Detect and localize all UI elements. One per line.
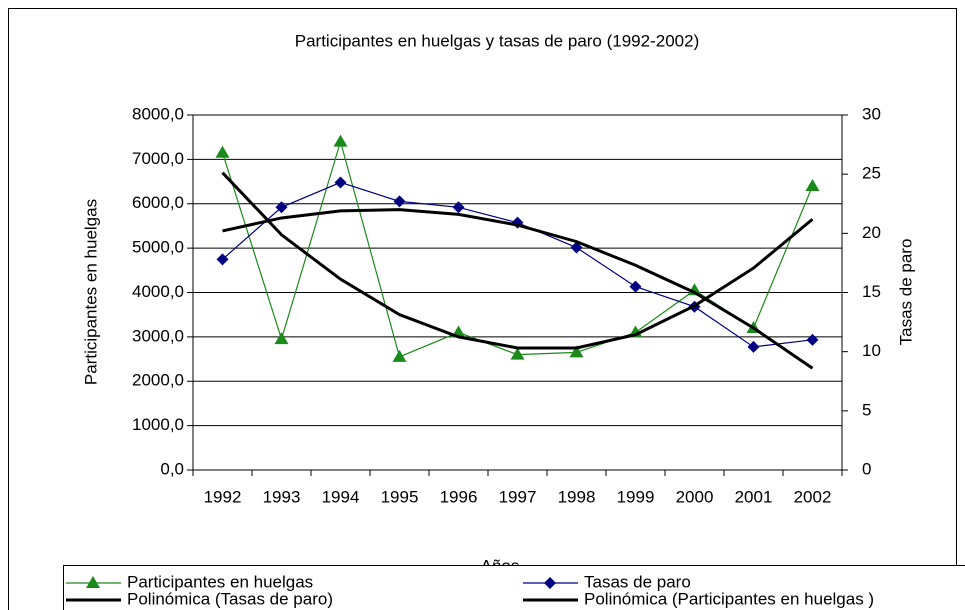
y2-axis-title: Tasas de paro [896,239,915,346]
x-tick-label: 1997 [499,487,537,506]
x-tick-label: 1995 [381,487,419,506]
y2-tick-label: 5 [862,400,871,419]
marker [393,195,406,208]
y-tick-label: 7000,0 [132,149,184,168]
y-tick-label: 5000,0 [132,238,184,257]
legend-label: Tasas de paro [584,572,691,591]
x-tick-label: 2000 [676,487,714,506]
marker [510,347,525,360]
trend-line [222,208,814,370]
legend-label: Participantes en huelgas [127,572,313,591]
marker [334,176,347,189]
y-axis-title: Participantes en huelgas [81,199,100,385]
y2-tick-label: 10 [862,341,881,360]
y-tick-label: 3000,0 [132,326,184,345]
y2-tick-label: 0 [862,459,871,478]
marker [806,333,819,346]
x-tick-label: 1998 [558,487,596,506]
chart-title: Participantes en huelgas y tasas de paro… [295,31,699,50]
plot-area: 0,0 1000,0 2000,0 3000,0 4000,0 5000,0 6000,0 7… [132,104,881,506]
x-tick-label: 1996 [440,487,478,506]
x-tick-label: 1992 [204,487,242,506]
marker [747,340,760,353]
y2-tick-label: 15 [862,282,881,301]
y-tick-label: 6000,0 [132,193,184,212]
y-tick-label: 1000,0 [132,415,184,434]
marker [805,179,820,191]
marker [274,332,289,345]
marker [629,280,642,293]
y-tick-label: 4000,0 [132,282,184,301]
marker [333,134,348,147]
marker [215,145,230,158]
y-tick-label: 8000,0 [132,104,184,123]
legend-label: Polinómica (Participantes en huelgas ) [584,589,874,608]
y-tick-label: 2000,0 [132,371,184,390]
x-tick-label: 1999 [617,487,655,506]
legend-box [63,565,965,610]
legend-label: Polinómica (Tasas de paro) [127,589,333,608]
x-tick-label: 2001 [735,487,773,506]
marker [570,241,583,254]
marker [452,201,465,214]
marker [569,345,584,358]
x-tick-label: 1993 [263,487,301,506]
marker [86,576,100,588]
marker [216,253,229,266]
marker [544,577,556,589]
x-tick-label: 2002 [794,487,832,506]
y-tick-label: 0,0 [160,459,184,478]
x-tick-label: 1994 [322,487,360,506]
legend: Participantes en huelgas Tasas de paroPol… [63,565,965,610]
y2-tick-label: 25 [862,164,881,183]
trend-line [221,171,814,350]
marker [275,201,288,214]
y2-tick-label: 20 [862,223,881,242]
marker [392,349,407,362]
y2-tick-label: 30 [862,104,881,123]
